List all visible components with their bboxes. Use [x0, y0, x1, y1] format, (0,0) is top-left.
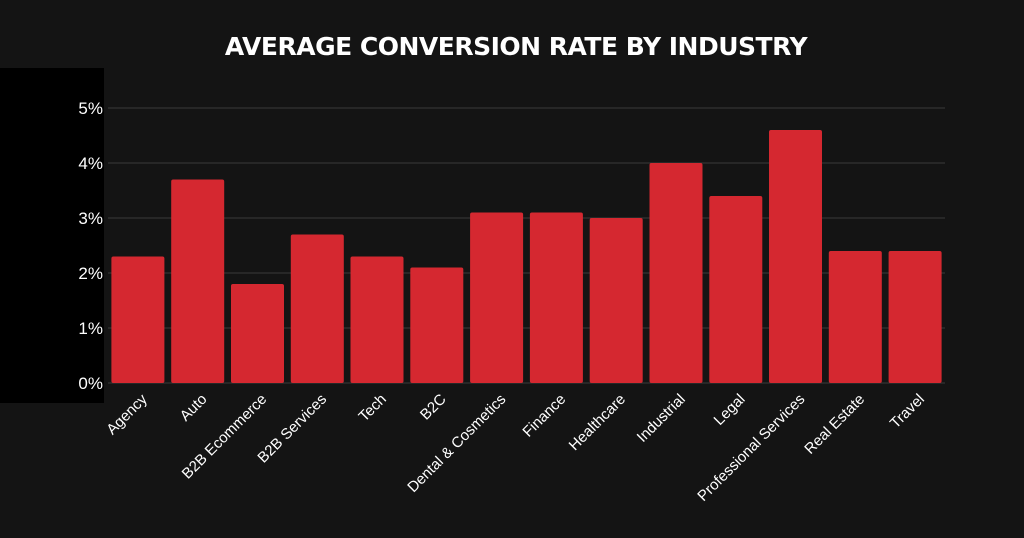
- x-tick-label: Industrial: [634, 391, 689, 446]
- axis-panel: [0, 68, 104, 403]
- y-tick-label: 1%: [78, 319, 103, 338]
- x-tick-label: Real Estate: [801, 391, 868, 458]
- bar-travel: [888, 251, 942, 383]
- y-tick-label: 5%: [78, 99, 103, 118]
- x-tick-label: Tech: [355, 391, 389, 425]
- x-tick-label: Agency: [103, 390, 151, 438]
- x-tick-label: Auto: [177, 391, 211, 425]
- x-tick-label: Travel: [887, 391, 928, 432]
- bar-tech: [350, 256, 404, 383]
- y-tick-label: 3%: [78, 209, 103, 228]
- x-tick-label: Professional Services: [694, 391, 808, 505]
- bar-b2b-services: [290, 234, 344, 383]
- x-tick-label: Legal: [711, 391, 749, 429]
- bar-healthcare: [589, 218, 643, 383]
- bar-industrial: [649, 163, 703, 383]
- bar-professional-services: [769, 130, 822, 383]
- x-tick-label: Finance: [519, 391, 569, 441]
- bar-legal: [709, 196, 763, 383]
- bar-finance: [529, 212, 583, 383]
- bar-real-estate: [828, 251, 882, 383]
- bar-dental-cosmetics: [470, 212, 524, 383]
- y-tick-label: 2%: [78, 264, 103, 283]
- bar-b2c: [410, 267, 464, 383]
- bar-agency: [111, 256, 165, 383]
- bar-auto: [171, 179, 225, 383]
- y-tick-label: 4%: [78, 154, 103, 173]
- x-tick-label: B2C: [417, 391, 450, 424]
- bar-b2b-ecommerce: [231, 284, 284, 383]
- y-tick-label: 0%: [78, 374, 103, 393]
- x-tick-label: Dental & Cosmetics: [404, 391, 509, 496]
- x-tick-label: Healthcare: [566, 391, 629, 454]
- chart-title: AVERAGE CONVERSION RATE BY INDUSTRY: [224, 32, 808, 61]
